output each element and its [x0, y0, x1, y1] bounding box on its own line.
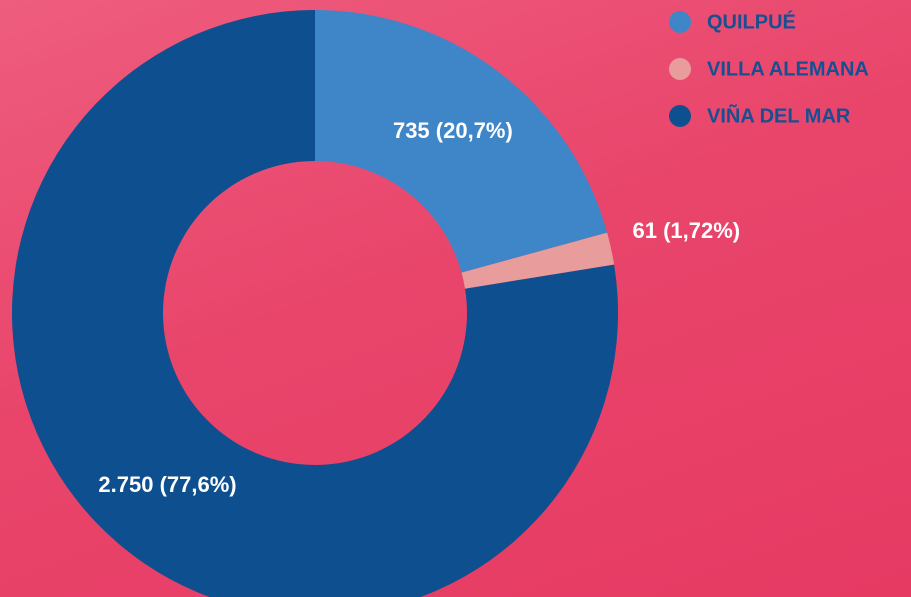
value-label: 735 (20,7%) — [393, 118, 513, 143]
donut-slice — [12, 10, 618, 597]
value-label: 61 (1,72%) — [632, 218, 740, 243]
legend-label: VIÑA DEL MAR — [707, 104, 851, 127]
legend-swatch — [669, 58, 691, 80]
donut-slice — [461, 232, 615, 289]
legend-swatch — [669, 105, 691, 127]
legend-label: QUILPUÉ — [707, 10, 796, 33]
donut-slice — [315, 10, 608, 273]
value-label: 2.750 (77,6%) — [98, 472, 236, 497]
legend-swatch — [669, 11, 691, 33]
legend-label: VILLA ALEMANA — [707, 58, 869, 80]
